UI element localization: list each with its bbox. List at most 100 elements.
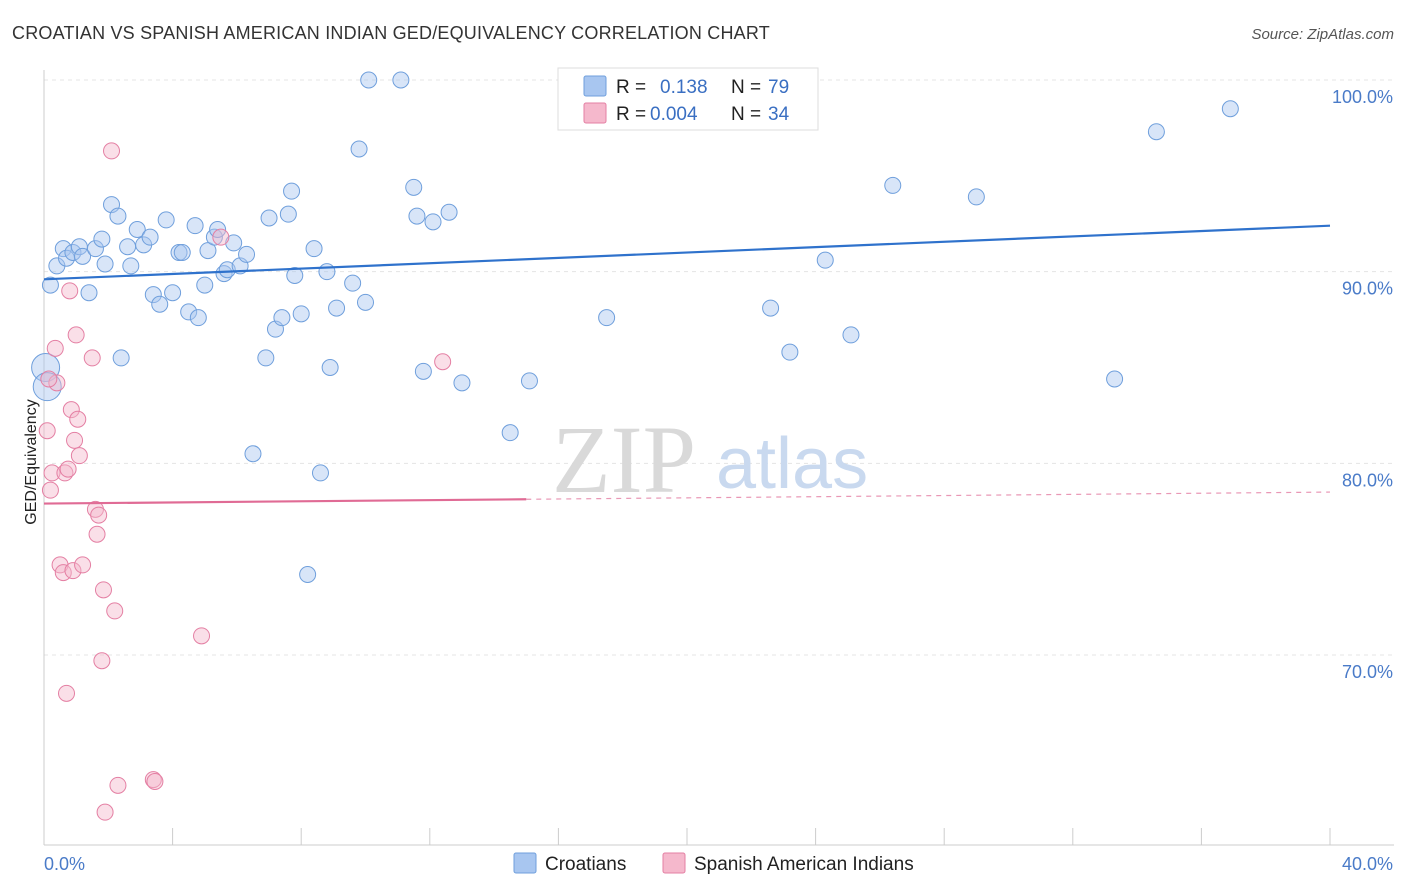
point-croatians: [74, 247, 92, 265]
point-croatians: [119, 238, 137, 256]
point-croatians: [408, 207, 426, 225]
point-croatians: [238, 245, 256, 263]
point-croatians: [173, 244, 191, 261]
point-spanish-american-indians: [70, 447, 88, 465]
point-croatians: [260, 209, 278, 227]
point-croatians: [328, 299, 346, 317]
point-spanish-american-indians: [58, 684, 76, 702]
point-spanish-american-indians: [74, 556, 92, 574]
point-croatians: [96, 255, 114, 273]
chart-title: CROATIAN VS SPANISH AMERICAN INDIAN GED/…: [12, 23, 770, 43]
point-spanish-american-indians: [69, 410, 87, 428]
x-tick-label-max: 40.0%: [1342, 854, 1393, 874]
trend-line-extension-spanish-american-indians: [526, 491, 1331, 500]
point-croatians: [292, 305, 310, 323]
point-spanish-american-indians: [62, 401, 80, 419]
watermark-zip: ZIP: [552, 406, 696, 513]
x-tick-label-min: 0.0%: [44, 854, 85, 874]
point-croatians: [967, 188, 985, 206]
point-croatians: [781, 343, 799, 361]
point-spanish-american-indians: [59, 460, 77, 478]
point-spanish-american-indians: [193, 627, 211, 645]
point-croatians: [189, 309, 207, 327]
point-croatians: [1106, 370, 1124, 388]
point-croatians: [164, 284, 182, 302]
point-croatians: [86, 240, 104, 258]
point-croatians: [180, 303, 198, 321]
point-croatians: [41, 276, 59, 294]
point-croatians: [440, 203, 458, 221]
chart-source: Source: ZipAtlas.com: [1251, 26, 1394, 43]
point-croatians: [357, 293, 374, 311]
point-croatians: [112, 349, 130, 367]
point-croatians: [144, 286, 162, 304]
point-croatians: [360, 71, 378, 89]
point-spanish-american-indians: [106, 602, 124, 620]
point-croatians: [299, 566, 317, 583]
point-spanish-american-indians: [66, 431, 84, 449]
point-croatians: [414, 362, 432, 380]
point-croatians: [273, 309, 291, 327]
point-croatians: [842, 326, 860, 344]
legend-swatch-croatians: [583, 75, 607, 97]
point-spanish-american-indians: [46, 339, 64, 357]
series-legend-spanish-american-indians: Spanish American Indians: [694, 854, 914, 875]
point-croatians: [286, 267, 304, 284]
point-spanish-american-indians: [64, 562, 82, 580]
series-legend-croatians: Croatians: [545, 854, 626, 875]
point-spanish-american-indians: [103, 142, 121, 160]
point-croatians: [305, 240, 323, 258]
point-croatians: [405, 178, 423, 196]
point-spanish-american-indians: [40, 370, 58, 388]
point-croatians: [1221, 100, 1239, 118]
y-tick-label: 70.0%: [1342, 662, 1393, 682]
point-croatians: [122, 257, 140, 275]
point-croatians: [762, 299, 780, 317]
point-spanish-american-indians: [90, 506, 108, 524]
legend-n-value-1: 79: [768, 77, 789, 98]
point-croatians: [244, 445, 262, 463]
point-spanish-american-indians: [96, 803, 114, 821]
legend-r-value-1: 0.138: [660, 77, 708, 98]
point-spanish-american-indians: [212, 228, 230, 246]
point-spanish-american-indians: [83, 349, 101, 367]
point-spanish-american-indians: [86, 500, 104, 518]
point-spanish-american-indians: [94, 581, 112, 599]
point-croatians: [321, 359, 339, 376]
point-croatians: [816, 251, 834, 269]
point-croatians: [598, 309, 616, 327]
point-croatians: [453, 374, 471, 392]
point-croatians: [93, 230, 111, 248]
point-croatians: [151, 295, 169, 313]
series-legend-swatch-spanish-american-indians: [662, 852, 686, 874]
legend-n-value-2: 34: [768, 104, 790, 125]
point-croatians: [283, 182, 301, 200]
point-spanish-american-indians: [93, 652, 111, 670]
legend-r-label-1: R =: [616, 77, 646, 98]
point-spanish-american-indians: [61, 282, 79, 300]
point-spanish-american-indians: [41, 481, 59, 499]
watermark: ZIP atlas: [552, 406, 868, 513]
point-croatians: [884, 176, 902, 194]
point-croatians: [64, 244, 82, 261]
legend-r-label-2: R =: [616, 104, 646, 125]
point-spanish-american-indians: [67, 326, 85, 344]
point-spanish-american-indians: [146, 773, 164, 790]
point-croatians: [520, 372, 538, 390]
point-croatians: [186, 217, 204, 235]
stats-legend: R = 0.138 N = 79 R = 0.004 N = 34: [557, 67, 819, 131]
point-croatians: [218, 261, 236, 279]
axes: [43, 70, 1394, 846]
point-croatians: [196, 276, 214, 294]
point-croatians: [501, 424, 519, 442]
point-croatians: [279, 205, 297, 223]
point-croatians: [80, 284, 98, 302]
point-croatians: [392, 71, 410, 89]
point-croatians: [128, 221, 146, 238]
point-spanish-american-indians: [434, 353, 452, 371]
point-spanish-american-indians: [38, 422, 56, 440]
trend-lines: [43, 224, 1331, 505]
legend-swatch-spanish-american-indians: [583, 102, 607, 124]
trend-line-spanish-american-indians: [43, 498, 527, 505]
